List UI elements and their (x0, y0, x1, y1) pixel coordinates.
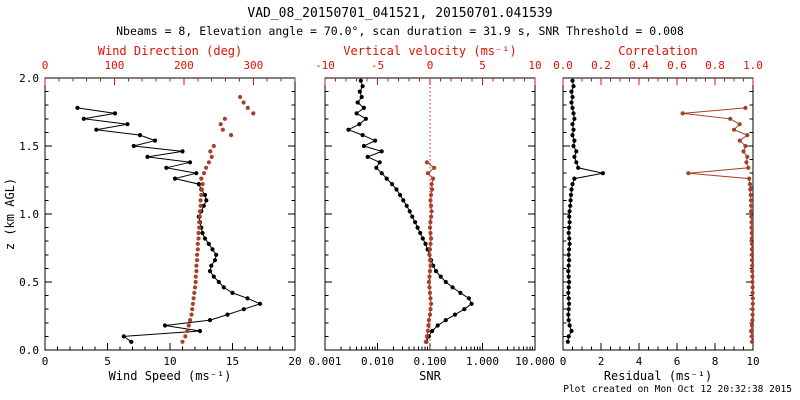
svg-text:0.6: 0.6 (667, 59, 687, 72)
svg-text:0.010: 0.010 (361, 355, 394, 368)
residual-profile-series (565, 78, 606, 344)
snr-profile-series (346, 78, 474, 344)
wind-direction-series (180, 94, 256, 344)
svg-text:z (km AGL): z (km AGL) (3, 178, 17, 250)
svg-text:Wind Speed (ms⁻¹): Wind Speed (ms⁻¹) (109, 369, 232, 383)
svg-text:1.000: 1.000 (466, 355, 499, 368)
svg-text:Correlation: Correlation (618, 44, 697, 58)
residual-panel-frame (562, 77, 754, 351)
plot-subtitle: Nbeams = 8, Elevation angle = 70.0°, sca… (116, 24, 684, 38)
svg-text:10: 10 (746, 355, 759, 368)
snr-panel: 0.001 0.010 0.100 1.000 10.000 SNR -10 -5 0 5 10 Ve… (308, 44, 554, 383)
vertical-velocity-series (423, 160, 437, 344)
svg-text:1.0: 1.0 (19, 208, 39, 221)
svg-text:0: 0 (560, 355, 567, 368)
svg-text:200: 200 (174, 59, 194, 72)
svg-text:0.8: 0.8 (705, 59, 725, 72)
svg-text:Vertical velocity (ms⁻¹): Vertical velocity (ms⁻¹) (343, 44, 516, 58)
svg-text:0: 0 (42, 355, 49, 368)
wind-speed-series (75, 105, 263, 344)
y-axis-title: z (km AGL) (3, 178, 17, 250)
svg-text:SNR: SNR (419, 369, 441, 383)
svg-text:5: 5 (479, 59, 486, 72)
svg-text:0.5: 0.5 (19, 276, 39, 289)
svg-text:8: 8 (712, 355, 719, 368)
svg-text:300: 300 (243, 59, 263, 72)
svg-text:-10: -10 (315, 59, 335, 72)
svg-text:0.4: 0.4 (629, 59, 649, 72)
svg-text:100: 100 (105, 59, 125, 72)
svg-text:0: 0 (427, 59, 434, 72)
svg-text:2: 2 (598, 355, 605, 368)
residual-panel: 0 2 4 6 8 10 Residual (ms⁻¹) 0.0 0.2 0.4 0.6 0.8 1.0… (553, 44, 763, 383)
svg-text:2.0: 2.0 (19, 72, 39, 85)
svg-text:-5: -5 (371, 59, 384, 72)
svg-text:0.0: 0.0 (553, 59, 573, 72)
svg-text:0: 0 (42, 59, 49, 72)
svg-text:20: 20 (288, 355, 301, 368)
svg-text:0.001: 0.001 (308, 355, 341, 368)
svg-text:0.100: 0.100 (413, 355, 446, 368)
svg-text:15: 15 (226, 355, 239, 368)
svg-text:Residual (ms⁻¹): Residual (ms⁻¹) (604, 369, 712, 383)
svg-text:0.0: 0.0 (19, 344, 39, 357)
svg-text:0.2: 0.2 (591, 59, 611, 72)
svg-text:5: 5 (104, 355, 111, 368)
correlation-series (680, 105, 755, 344)
svg-text:Wind Direction (deg): Wind Direction (deg) (98, 44, 243, 58)
svg-text:10: 10 (528, 59, 541, 72)
svg-text:6: 6 (674, 355, 681, 368)
svg-text:10.000: 10.000 (515, 355, 555, 368)
svg-text:1.0: 1.0 (743, 59, 763, 72)
plot-created-timestamp: Plot created on Mon Oct 12 20:32:38 2015 (563, 384, 792, 395)
plot-title: VAD_08_20150701_041521, 20150701.041539 (247, 6, 553, 21)
svg-text:1.5: 1.5 (19, 140, 39, 153)
svg-text:10: 10 (163, 355, 176, 368)
svg-text:4: 4 (636, 355, 643, 368)
